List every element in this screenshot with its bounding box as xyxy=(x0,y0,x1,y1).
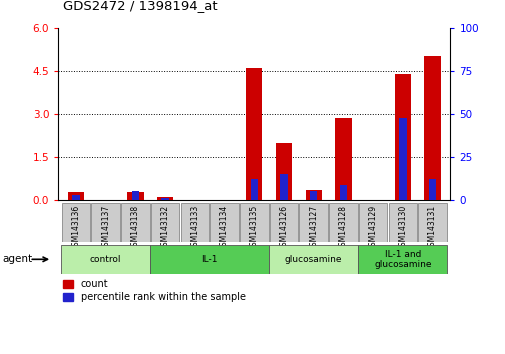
Text: GDS2472 / 1398194_at: GDS2472 / 1398194_at xyxy=(63,0,218,12)
Text: GSM143138: GSM143138 xyxy=(131,205,140,251)
FancyBboxPatch shape xyxy=(180,202,209,242)
Text: GSM143136: GSM143136 xyxy=(71,205,80,251)
Bar xyxy=(131,192,139,200)
FancyBboxPatch shape xyxy=(388,202,416,242)
Bar xyxy=(305,190,321,200)
Text: GSM143126: GSM143126 xyxy=(279,205,288,251)
FancyBboxPatch shape xyxy=(91,202,120,242)
Bar xyxy=(394,74,410,200)
FancyBboxPatch shape xyxy=(62,202,90,242)
Bar xyxy=(339,184,346,200)
Text: GSM143131: GSM143131 xyxy=(427,205,436,251)
FancyBboxPatch shape xyxy=(150,245,269,274)
Text: GSM143135: GSM143135 xyxy=(249,205,258,251)
Bar xyxy=(275,143,291,200)
Text: GSM143134: GSM143134 xyxy=(220,205,229,251)
Text: GSM143133: GSM143133 xyxy=(190,205,199,251)
Bar xyxy=(245,68,262,200)
Legend: count, percentile rank within the sample: count, percentile rank within the sample xyxy=(63,279,245,302)
FancyBboxPatch shape xyxy=(358,245,446,274)
Bar xyxy=(424,56,440,200)
Bar xyxy=(157,197,173,200)
Bar xyxy=(334,119,351,200)
FancyBboxPatch shape xyxy=(121,202,149,242)
Text: GSM143137: GSM143137 xyxy=(101,205,110,251)
Text: IL-1: IL-1 xyxy=(201,255,218,264)
Bar xyxy=(310,192,317,200)
FancyBboxPatch shape xyxy=(358,202,387,242)
FancyBboxPatch shape xyxy=(239,202,268,242)
Bar xyxy=(428,179,435,200)
FancyBboxPatch shape xyxy=(299,202,327,242)
FancyBboxPatch shape xyxy=(210,202,238,242)
Bar xyxy=(72,195,80,200)
Bar xyxy=(68,192,84,200)
Text: agent: agent xyxy=(3,254,33,264)
Text: GSM143127: GSM143127 xyxy=(309,205,318,251)
Bar xyxy=(280,174,287,200)
FancyBboxPatch shape xyxy=(328,202,357,242)
Bar xyxy=(127,192,143,200)
Text: glucosamine: glucosamine xyxy=(284,255,342,264)
Bar xyxy=(250,179,258,200)
FancyBboxPatch shape xyxy=(269,245,358,274)
Text: GSM143129: GSM143129 xyxy=(368,205,377,251)
Text: control: control xyxy=(90,255,121,264)
Text: GSM143130: GSM143130 xyxy=(397,205,407,251)
FancyBboxPatch shape xyxy=(150,202,179,242)
Text: GSM143128: GSM143128 xyxy=(338,205,347,251)
FancyBboxPatch shape xyxy=(269,202,297,242)
FancyBboxPatch shape xyxy=(61,245,150,274)
Text: IL-1 and
glucosamine: IL-1 and glucosamine xyxy=(373,250,431,269)
Bar xyxy=(161,198,169,200)
FancyBboxPatch shape xyxy=(418,202,446,242)
Text: GSM143132: GSM143132 xyxy=(160,205,169,251)
Bar xyxy=(398,118,406,200)
